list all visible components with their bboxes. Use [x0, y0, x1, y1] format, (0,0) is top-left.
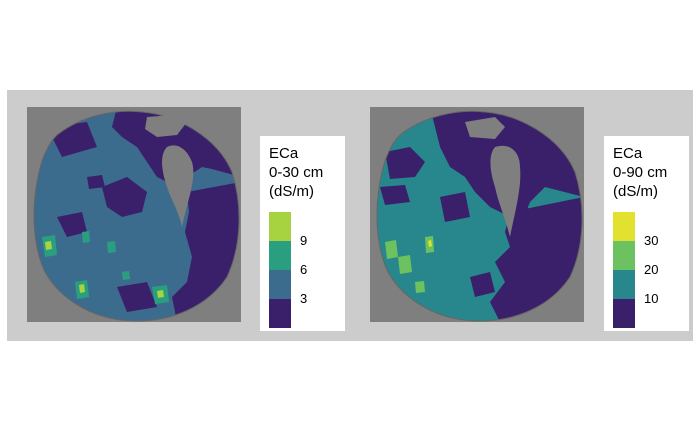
legend-shallow: ECa 0-30 cm (dS/m) 3 6 9 [260, 136, 345, 331]
ec-map-shallow [33, 110, 240, 322]
legend-tick [635, 241, 640, 242]
low-zone-south-shallow [117, 282, 157, 312]
legend-tick [635, 299, 640, 300]
low-zone-south-deep [470, 272, 495, 297]
low-zone-northwest-deep [385, 147, 425, 179]
high-zones-deep [385, 236, 434, 293]
legend-swatch [613, 299, 635, 328]
figure-frame: ECa 0-30 cm (dS/m) 3 6 9 [7, 90, 693, 341]
legend-title-line-1: ECa [269, 145, 299, 162]
legend-tick-label: 3 [300, 291, 308, 306]
legend-swatch [613, 212, 635, 241]
low-zone-center-deep [440, 192, 470, 222]
legend-title-line-2: 0-30 cm [269, 164, 324, 181]
legend-tick [635, 270, 640, 271]
excluded-area-shallow [145, 115, 187, 137]
map-panel-deep [370, 107, 584, 322]
legend-tick-label: 10 [644, 291, 659, 306]
legend-tick [291, 299, 296, 300]
legend-deep: ECa 0-90 cm (dS/m) 10 20 30 [604, 136, 689, 331]
legend-title-shallow: ECa 0-30 cm (dS/m) [269, 144, 345, 201]
legend-swatch [269, 270, 291, 299]
legend-swatch [269, 212, 291, 241]
legend-swatch [269, 299, 291, 328]
legend-tick [291, 241, 296, 242]
ec-map-deep [376, 110, 583, 322]
low-zone-center-shallow [102, 177, 147, 217]
legend-title-line-1: ECa [613, 145, 643, 162]
legend-tick-label: 9 [300, 233, 308, 248]
pond-shallow [162, 145, 194, 227]
field-boundary-shallow [33, 110, 240, 322]
legend-title-line-2: 0-90 cm [613, 164, 668, 181]
map-panel-shallow [27, 107, 241, 322]
legend-title-deep: ECa 0-90 cm (dS/m) [613, 144, 689, 201]
pond-deep [490, 145, 521, 237]
low-zone-west-shallow [57, 212, 87, 237]
excluded-area-deep [465, 117, 505, 139]
legend-tick-label: 30 [644, 233, 659, 248]
high-zones-shallow [42, 231, 169, 304]
legend-tick-label: 6 [300, 262, 308, 277]
legend-title-line-3: (dS/m) [613, 183, 658, 200]
low-zone-spot-shallow [87, 175, 105, 189]
legend-title-line-3: (dS/m) [269, 183, 314, 200]
legend-swatch [613, 270, 635, 299]
low-zone-west-deep [380, 185, 410, 205]
legend-tick-label: 20 [644, 262, 659, 277]
legend-swatch [613, 241, 635, 270]
legend-swatch [269, 241, 291, 270]
field-boundary-deep [376, 110, 583, 322]
legend-tick [291, 270, 296, 271]
